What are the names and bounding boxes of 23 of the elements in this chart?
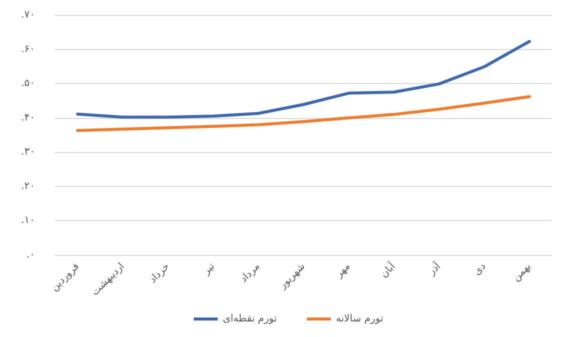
line-series [76, 95, 531, 132]
y-tick-label: .۳۰ [21, 146, 35, 158]
x-tick-label: مهر [333, 261, 353, 281]
x-tick-label: دی [472, 261, 488, 278]
y-tick-label: .۱۰ [21, 215, 35, 226]
y-tick-label: .۶۰ [21, 44, 35, 55]
y-tick-label: .۰ [26, 250, 35, 260]
line-series [76, 40, 531, 119]
y-tick-label: .۲۰ [21, 180, 35, 192]
x-tick-label: آذر [424, 258, 444, 278]
x-tick-label: مرداد [238, 261, 262, 285]
x-tick-label: اردیبهشت [90, 261, 127, 298]
x-tick-label: تیر [200, 260, 218, 278]
x-tick-label: فروردین [49, 260, 82, 294]
x-tick-label: خرداد [148, 261, 172, 286]
y-tick-label: .۵۰ [21, 78, 35, 90]
legend-label: تورم نقطه‌ای [222, 314, 278, 324]
y-tick-label: .۴۰ [21, 112, 35, 124]
y-tick-label: .۷۰ [21, 10, 35, 20]
legend-label: تورم سالانه [336, 314, 384, 324]
x-tick-label: شهریور [276, 261, 308, 292]
x-tick-label: بهمن [510, 261, 534, 284]
x-tick-label: آبان [377, 258, 399, 280]
